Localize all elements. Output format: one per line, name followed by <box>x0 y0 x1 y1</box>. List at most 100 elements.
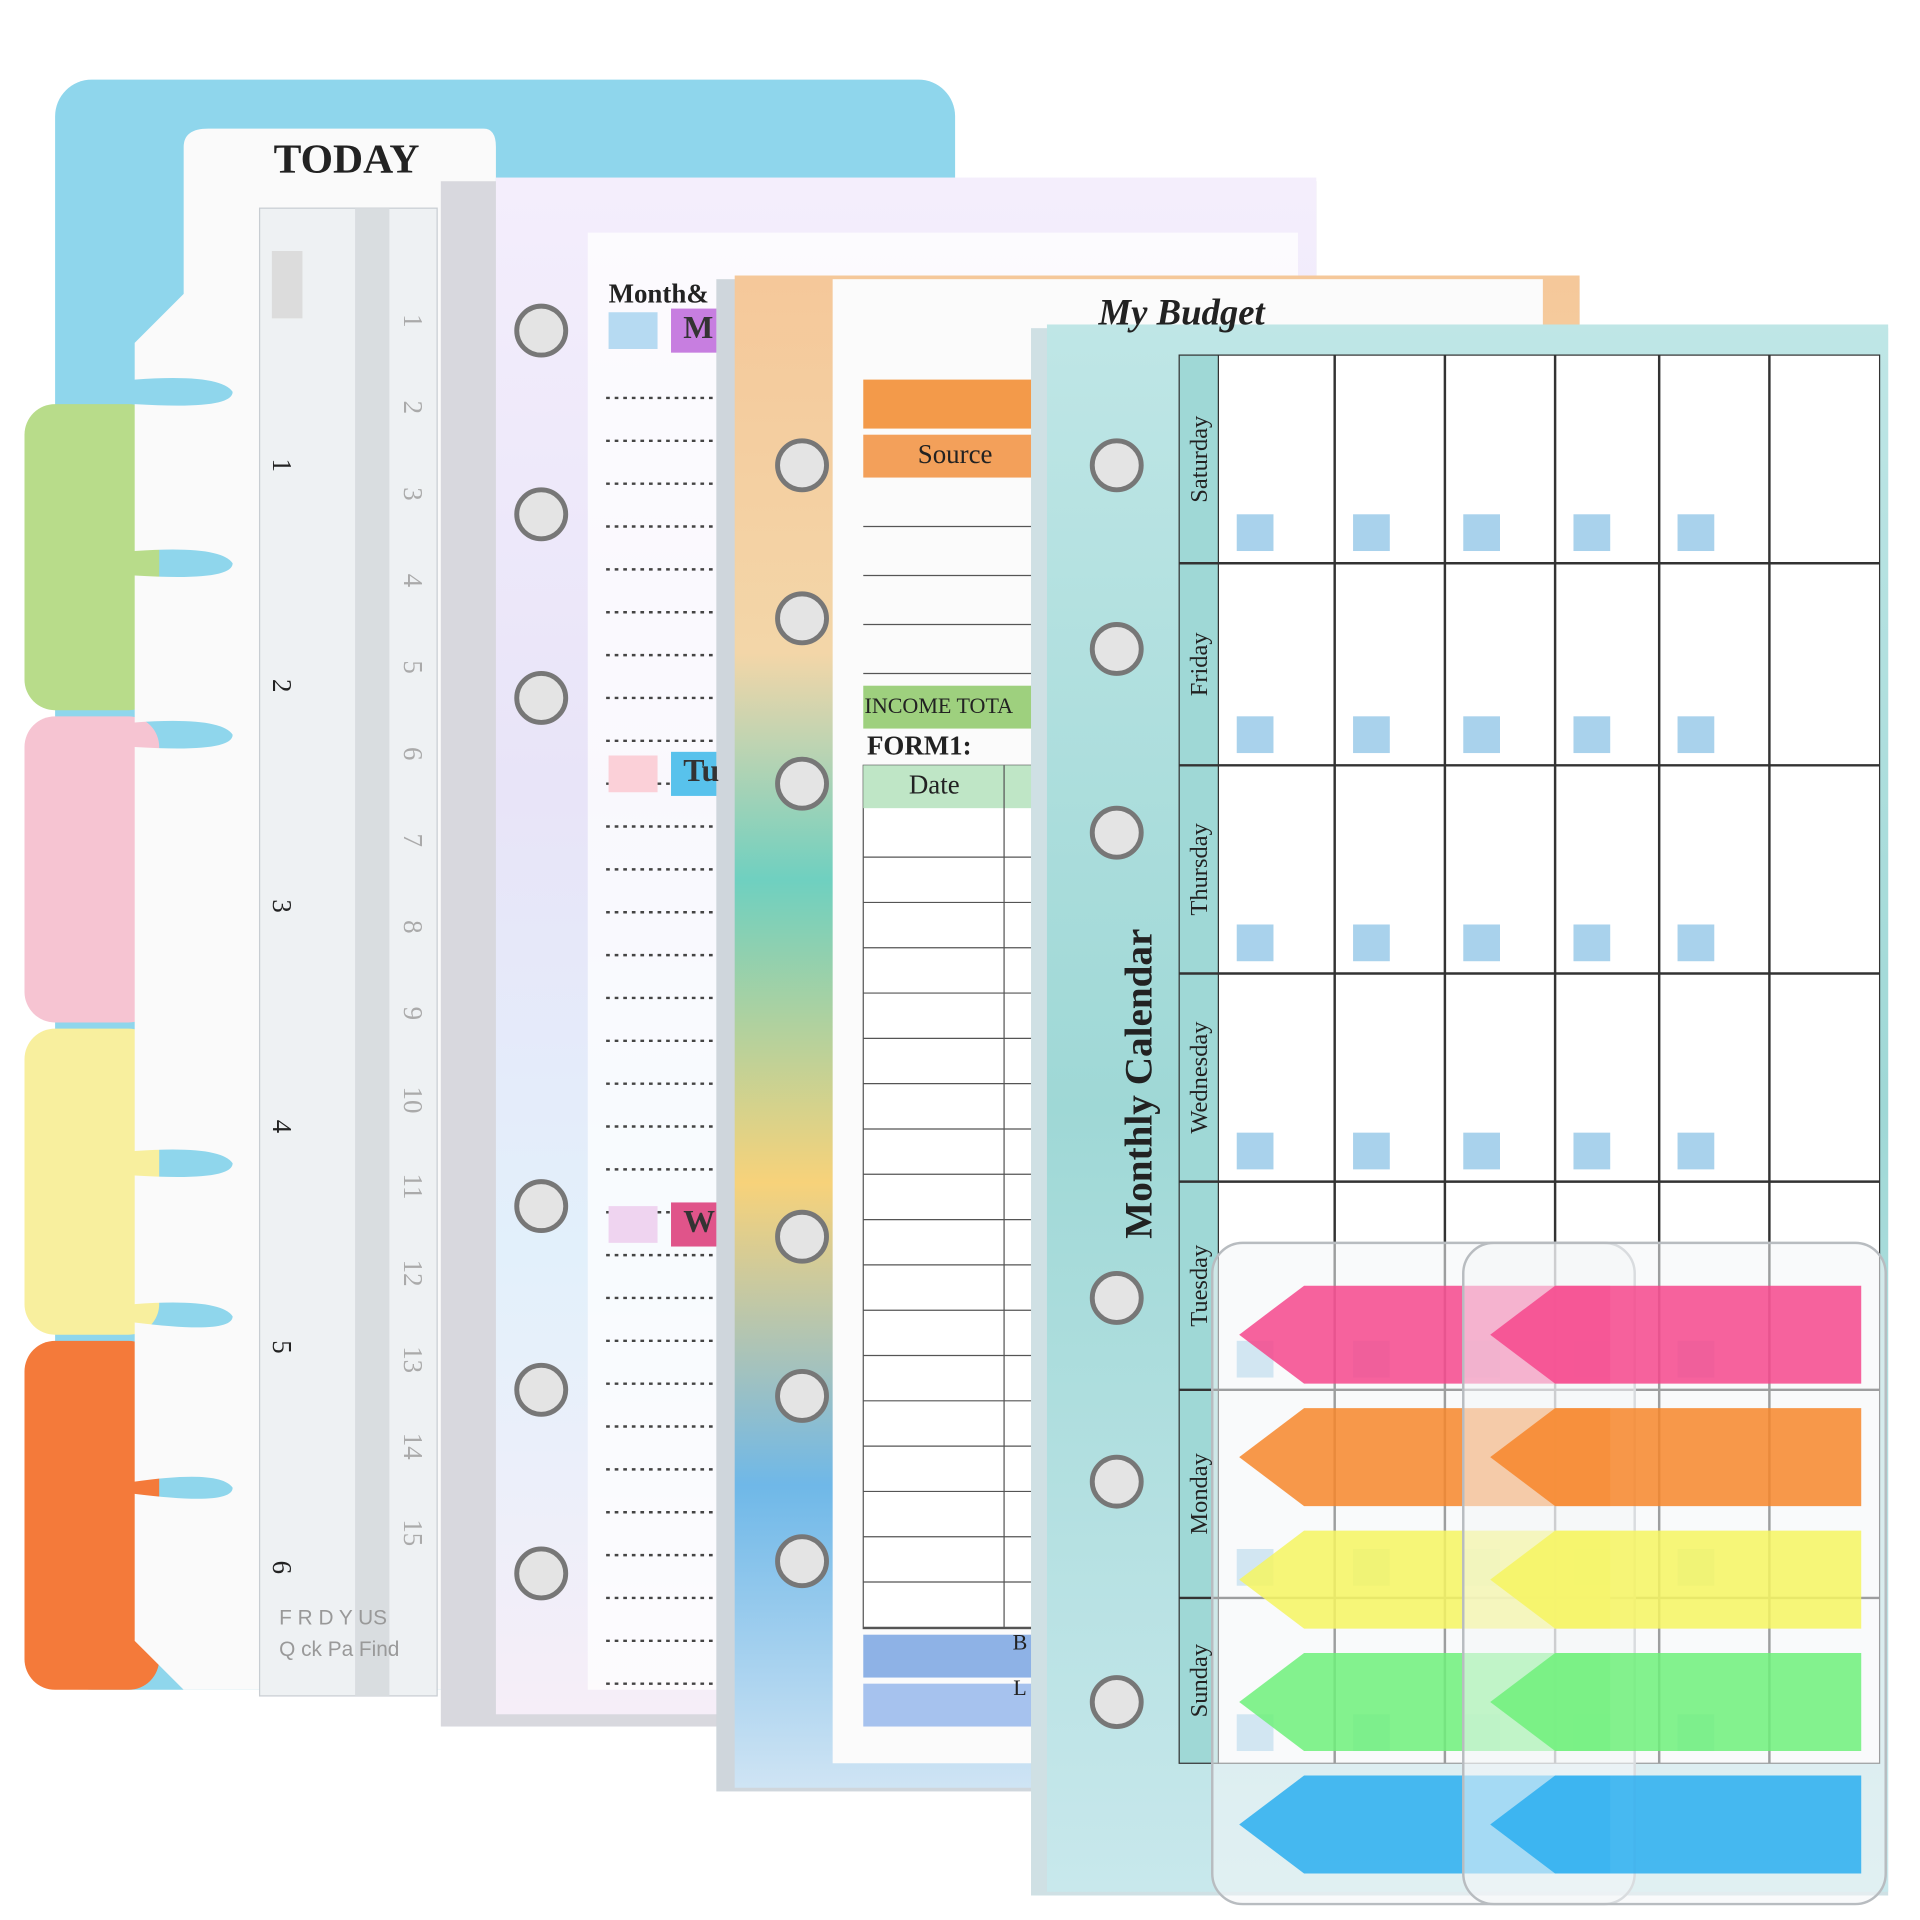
divider-footer: F R D Y US <box>279 1606 387 1629</box>
day-marker <box>608 1206 658 1243</box>
cm-mark: 3 <box>398 487 428 500</box>
hole <box>1089 1675 1144 1729</box>
footer-bar <box>863 1683 1041 1727</box>
flag-arrow <box>1490 1285 1862 1384</box>
day-label: Friday <box>1186 632 1213 697</box>
day-label: Monday <box>1186 1452 1213 1534</box>
tab-orange <box>24 1340 160 1690</box>
calendar-title: Monthly Calendar <box>1117 929 1160 1239</box>
cm-mark: 7 <box>398 834 428 847</box>
hole <box>1089 1454 1144 1509</box>
dotted-lines <box>606 308 735 1685</box>
source-bar <box>863 434 1041 478</box>
checkbox <box>1353 716 1390 754</box>
day-label: Wednesday <box>1186 1021 1213 1134</box>
weekly-heading: Month& <box>609 279 709 309</box>
inch-mark: 4 <box>267 1120 297 1134</box>
income-total: INCOME TOTA <box>864 693 1013 718</box>
cm-mark: 2 <box>398 401 428 414</box>
hole <box>514 1179 569 1234</box>
cm-mark: 6 <box>398 747 428 760</box>
checkbox <box>1677 716 1715 754</box>
tab-green <box>24 404 160 711</box>
cm-mark: 11 <box>398 1174 428 1200</box>
ruler <box>258 207 438 1697</box>
hole <box>775 591 829 646</box>
inch-mark: 6 <box>267 1561 297 1574</box>
divider-footer: Q ck Pa Find <box>279 1638 399 1661</box>
checkbox <box>1353 1132 1390 1170</box>
holes <box>514 303 569 1601</box>
day-marker <box>608 312 658 349</box>
hole <box>514 303 569 358</box>
footer-row: B <box>1013 1630 1028 1655</box>
checkbox <box>1573 716 1611 754</box>
cm-mark: 10 <box>398 1086 428 1113</box>
checkbox <box>1463 924 1500 962</box>
checkbox <box>1236 1132 1274 1170</box>
day-marker <box>608 755 658 793</box>
tab-yellow <box>24 1028 160 1335</box>
weekly-day: W <box>683 1204 715 1239</box>
income-header: Source <box>918 439 993 469</box>
hole <box>514 1546 569 1601</box>
flag-arrow <box>1490 1775 1862 1874</box>
hole <box>514 1362 569 1417</box>
hole <box>775 1368 829 1423</box>
checkbox <box>1677 924 1715 962</box>
footer-row: L <box>1013 1675 1026 1700</box>
day-label-bg <box>671 1202 720 1247</box>
inch-mark: 3 <box>267 899 297 912</box>
checkbox <box>1236 924 1274 962</box>
day-label: Tuesday <box>1186 1244 1213 1327</box>
hole <box>775 1534 829 1589</box>
cm-mark: 8 <box>398 920 428 933</box>
cm-mark: 13 <box>398 1346 428 1373</box>
checkbox <box>1573 924 1611 962</box>
checkbox <box>1573 514 1611 552</box>
date-header-bar <box>863 765 1041 809</box>
flag-arrow <box>1490 1408 1862 1507</box>
checkbox <box>1353 514 1390 552</box>
inch-mark: 5 <box>267 1340 297 1353</box>
holes <box>1089 438 1144 1729</box>
cm-mark: 5 <box>398 660 428 673</box>
hole <box>1089 805 1144 860</box>
hole <box>514 671 569 725</box>
checkbox <box>1677 514 1715 552</box>
form-label: FORM1: <box>867 730 972 760</box>
hole <box>775 1209 829 1264</box>
date-header: Date <box>909 770 960 800</box>
hole <box>1089 438 1144 493</box>
weekly-day: Tu <box>683 753 719 788</box>
weekly-day: M <box>683 310 713 345</box>
tab-label: TODAY <box>274 136 420 182</box>
cm-mark: 12 <box>398 1260 428 1287</box>
hole <box>514 487 569 542</box>
checkbox <box>1463 1132 1500 1170</box>
holes <box>775 438 829 1589</box>
ruler-strip <box>355 208 390 1696</box>
cm-mark: 9 <box>398 1007 428 1020</box>
income-total-bar <box>863 685 1041 729</box>
checkbox <box>1463 514 1500 552</box>
footer-bar <box>863 1634 1041 1678</box>
hole <box>775 438 829 493</box>
flag-arrow <box>1490 1530 1862 1629</box>
checkbox <box>1353 924 1390 962</box>
tab-pink <box>24 716 160 1023</box>
income-bar <box>863 379 1041 429</box>
cm-mark: 1 <box>398 314 428 327</box>
day-label: Sunday <box>1186 1643 1213 1717</box>
checkbox <box>1236 716 1274 754</box>
sticky-flags <box>1211 1241 1887 1906</box>
checkbox <box>1463 716 1500 754</box>
inch-mark: 1 <box>267 459 297 472</box>
hole <box>1089 622 1144 676</box>
flag-arrow <box>1490 1653 1862 1752</box>
day-label: Thursday <box>1186 822 1213 915</box>
